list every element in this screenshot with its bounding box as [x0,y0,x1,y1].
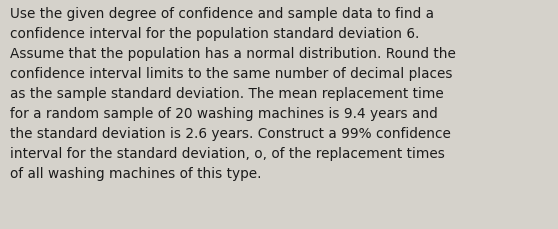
Text: Use the given degree of confidence and sample data to find a
confidence interval: Use the given degree of confidence and s… [10,7,456,180]
